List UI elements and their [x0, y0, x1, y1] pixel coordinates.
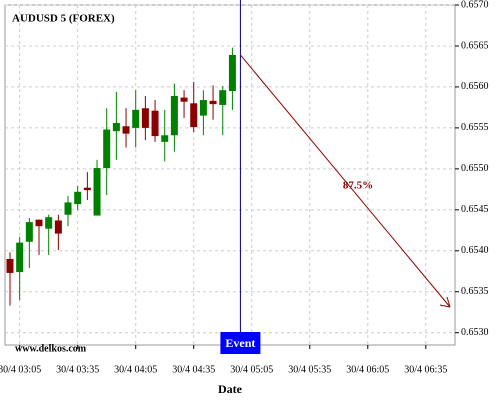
y-tick-label: 0.6540 — [461, 245, 489, 256]
arrow-head — [439, 296, 451, 308]
candle-body — [151, 110, 159, 137]
candle-body — [161, 135, 169, 142]
candle-body — [219, 90, 227, 105]
y-tick-label: 0.6550 — [461, 163, 489, 174]
y-tick-label: 0.6535 — [461, 286, 489, 297]
candle-body — [45, 217, 53, 229]
candle-body — [180, 97, 188, 102]
candle-body — [64, 202, 72, 215]
candle-body — [141, 108, 149, 128]
candle-body — [190, 103, 198, 128]
candle-body — [122, 126, 130, 134]
x-tick-label: 30/4 04:35 — [172, 364, 215, 375]
x-tick-label: 30/4 03:35 — [56, 364, 99, 375]
x-tick-label: 30/4 06:05 — [346, 364, 389, 375]
candle-body — [74, 191, 82, 205]
forecast-arrow — [240, 54, 451, 308]
candle-body — [103, 129, 111, 169]
candle-body — [54, 220, 62, 234]
event-label: Event — [225, 336, 255, 350]
chart-title: AUDUSD 5 (FOREX) — [12, 13, 115, 25]
y-tick-label: 0.6565 — [461, 40, 489, 51]
x-axis-label: Date — [218, 382, 243, 396]
watermark: www.delkos.com — [15, 343, 87, 354]
event-box — [220, 332, 261, 354]
forecast-label: 87.5% — [343, 180, 373, 192]
x-tick-label: 30/4 05:35 — [288, 364, 331, 375]
candle-body — [112, 122, 120, 132]
candle-body — [209, 100, 217, 105]
y-tick-label: 0.6555 — [461, 122, 489, 133]
candle-body — [25, 222, 33, 242]
candle-body — [83, 187, 91, 191]
candle-body — [228, 54, 236, 92]
y-tick-label: 0.6530 — [461, 327, 489, 338]
x-tick-label: 30/4 05:05 — [230, 364, 273, 375]
x-tick-label: 30/4 04:05 — [114, 364, 157, 375]
y-tick-label: 0.6545 — [461, 204, 489, 215]
candle-body — [199, 100, 207, 116]
y-tick-label: 0.6560 — [461, 81, 489, 92]
candle-body — [170, 95, 178, 136]
x-tick-label: 30/4 06:35 — [404, 364, 447, 375]
candle-body — [6, 258, 14, 273]
x-tick-label: 30/4 03:05 — [0, 364, 41, 375]
candle-body — [35, 219, 43, 227]
candle-body — [132, 109, 140, 128]
y-tick-label: 0.6570 — [461, 0, 489, 10]
candle-body — [93, 168, 101, 216]
candle-body — [16, 242, 24, 273]
